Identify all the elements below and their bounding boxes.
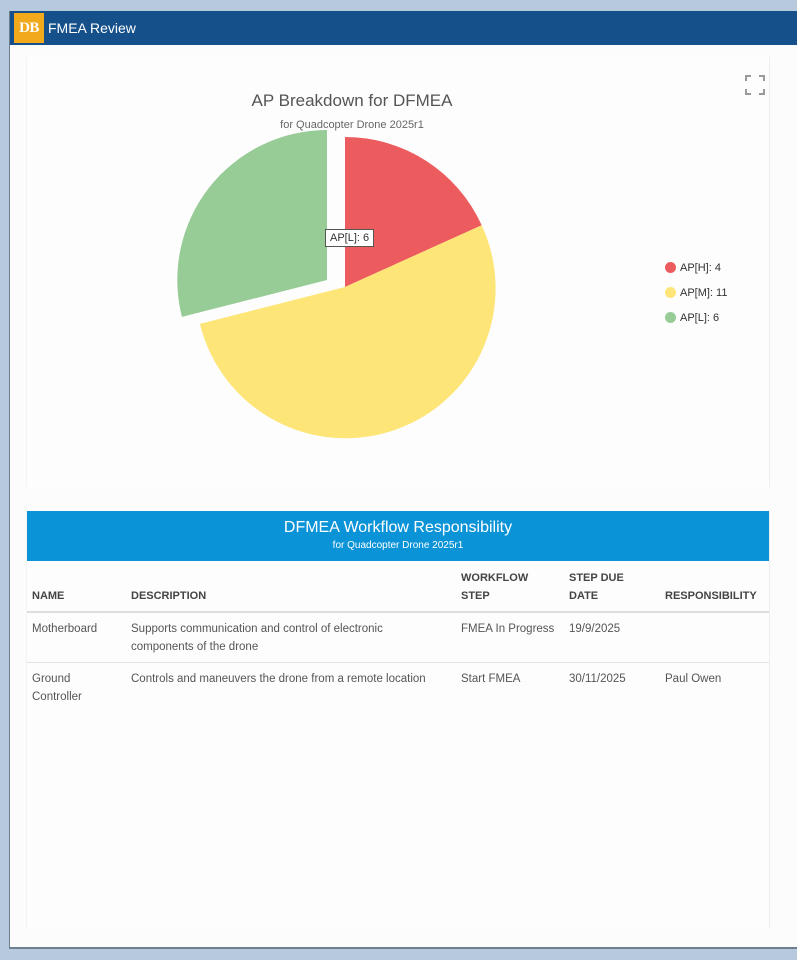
legend-dot-red-icon [665,262,676,273]
column-header-description[interactable]: DESCRIPTION [126,561,456,613]
table-subtitle: for Quadcopter Drone 2025r1 [332,540,464,551]
cell-step-due-date: 30/11/2025 [569,673,626,685]
fmea-review-window: DB FMEA Review AP Breakdown for DFMEA fo… [9,11,797,949]
table-title: DFMEA Workflow Responsibility [283,519,513,536]
table-header-banner: DFMEA Workflow Responsibility for Quadco… [27,511,769,561]
fullscreen-expand-icon[interactable] [745,75,765,95]
chart-title: AP Breakdown for DFMEA [251,91,453,110]
workflow-table: NAME DESCRIPTION WORKFLOW STEP STEP DUE … [27,561,769,712]
workflow-responsibility-panel: DFMEA Workflow Responsibility for Quadco… [26,511,770,929]
pie-slice-ap-l[interactable] [177,130,327,317]
cell-responsibility: Paul Owen [665,673,722,685]
pie-slice-ap-m[interactable] [199,225,496,439]
legend-label: AP[M]: 11 [680,286,728,299]
cell-workflow-step: FMEA In Progress [456,612,564,663]
column-header-step-due-date[interactable]: STEP DUE DATE [564,561,660,613]
column-header-responsibility[interactable]: RESPONSIBILITY [660,561,769,613]
column-header-name[interactable]: NAME [27,561,126,613]
title-bar: DB FMEA Review [10,11,797,45]
db-logo: DB [14,13,44,43]
chart-legend: AP[H]: 4 AP[M]: 11 AP[L]: 6 [665,255,727,330]
ap-breakdown-chart-panel: AP Breakdown for DFMEA for Quadcopter Dr… [26,57,770,487]
cell-name: Motherboard [27,612,126,663]
table-row[interactable]: Motherboard Supports communication and c… [27,612,769,663]
legend-item-ap-h[interactable]: AP[H]: 4 [665,255,727,280]
pie-slice-ap-h[interactable] [345,137,482,287]
legend-label: AP[L]: 6 [680,311,720,324]
table-header-row: NAME DESCRIPTION WORKFLOW STEP STEP DUE … [27,561,769,613]
window-title: FMEA Review [48,20,136,36]
legend-label: AP[H]: 4 [680,261,721,274]
cell-description: Supports communication and control of el… [126,612,456,663]
cell-responsibility [660,612,769,663]
legend-item-ap-m[interactable]: AP[M]: 11 [665,280,727,305]
cell-workflow-step: Start FMEA [461,673,521,685]
legend-item-ap-l[interactable]: AP[L]: 6 [665,305,727,330]
legend-dot-yellow-icon [665,287,676,298]
chart-tooltip: AP[L]: 6 [325,229,375,247]
legend-dot-green-icon [665,312,676,323]
table-row[interactable]: Ground Controller Controls and maneuvers… [27,663,769,713]
cell-description: Controls and maneuvers the drone from a … [131,673,426,685]
cell-step-due-date: 19/9/2025 [564,612,660,663]
pie-chart [177,130,496,439]
cell-name: Ground Controller [32,673,82,703]
column-header-workflow-step[interactable]: WORKFLOW STEP [456,561,564,613]
chart-subtitle: for Quadcopter Drone 2025r1 [280,119,424,131]
